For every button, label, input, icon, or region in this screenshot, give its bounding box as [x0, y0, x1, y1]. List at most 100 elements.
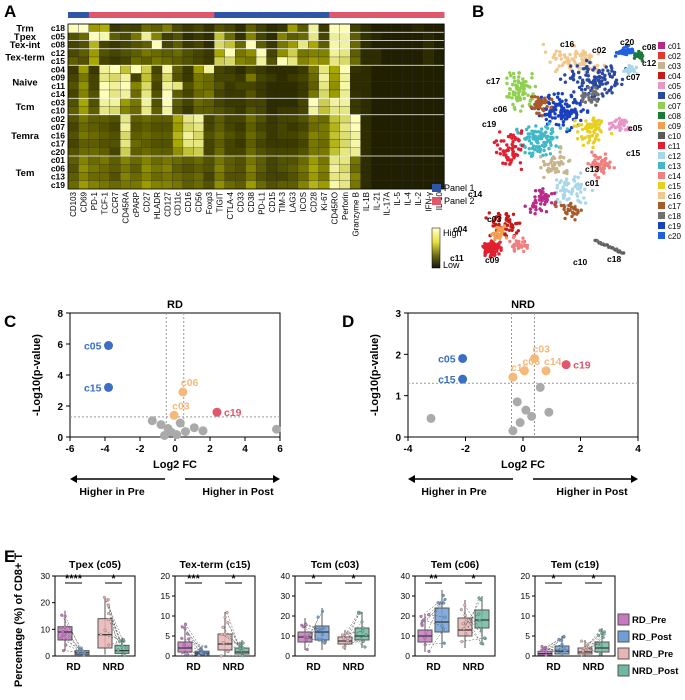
- paired-line: [184, 628, 201, 650]
- heatmap-cell: [381, 81, 393, 91]
- panel-bar-segment: [433, 12, 445, 18]
- paired-point: [321, 632, 325, 636]
- tsne-point: [561, 120, 566, 124]
- heatmap-cell: [391, 180, 403, 190]
- heatmap-cell: [381, 40, 393, 49]
- paired-point: [560, 638, 564, 642]
- tsne-point: [498, 240, 502, 244]
- tsne-point: [591, 118, 595, 123]
- tsne-point: [600, 168, 604, 172]
- heatmap-cell: [381, 139, 393, 148]
- paired-point: [560, 651, 564, 656]
- tsne-point: [490, 232, 494, 236]
- tsne-point: [575, 124, 579, 128]
- heatmap-cell: [412, 40, 424, 49]
- heatmap-cell: [318, 98, 330, 107]
- tsne-point: [529, 154, 534, 159]
- paired-point: [223, 632, 227, 636]
- heatmap-cell: [318, 139, 330, 148]
- tsne-point: [580, 127, 585, 131]
- heatmap-cell: [423, 131, 434, 140]
- heatmap-cell: [120, 131, 131, 140]
- tsne-point: [537, 103, 542, 107]
- heatmap-cell: [245, 23, 257, 33]
- tsne-point: [604, 156, 608, 161]
- tsne-point: [565, 169, 569, 173]
- paired-point: [357, 611, 361, 615]
- tsne-point: [575, 113, 579, 117]
- tsne-point: [575, 51, 579, 55]
- heatmap-cell: [381, 172, 393, 181]
- volcano-title: NRD: [511, 299, 535, 311]
- tsne-point: [531, 151, 535, 155]
- heatmap-cell: [266, 65, 278, 74]
- tsne-point: [555, 183, 559, 188]
- tsne-point: [610, 75, 614, 79]
- tsne-point: [498, 130, 502, 134]
- tsne-point: [495, 143, 500, 147]
- heatmap-cell: [88, 48, 100, 58]
- heatmap-cell: [360, 164, 372, 173]
- heatmap-cell: [360, 89, 372, 99]
- heatmap-cell: [235, 73, 246, 82]
- heatmap-cell: [329, 131, 340, 140]
- heatmap-cell: [381, 147, 393, 157]
- heatmap-cell: [172, 32, 184, 41]
- heatmap-cell: [151, 89, 163, 99]
- heatmap-cell: [203, 114, 215, 124]
- paired-line: [587, 635, 599, 646]
- heatmap-cell: [308, 23, 319, 33]
- tsne-point: [563, 55, 567, 60]
- heatmap-cell: [78, 180, 90, 190]
- significance-stars: *: [311, 573, 316, 585]
- heatmap-cell: [141, 48, 152, 58]
- heatmap-cell: [141, 164, 152, 173]
- y-tick-label: 30: [281, 591, 291, 601]
- heatmap-cell: [109, 48, 121, 58]
- heatmap-cell: [350, 106, 361, 115]
- panel-bar-segment: [287, 12, 299, 18]
- arrow-left-head: [70, 475, 77, 483]
- volcano-point: [521, 405, 531, 415]
- heatmap-cell: [130, 164, 142, 173]
- heatmap-cell: [172, 147, 184, 157]
- tsne-point: [554, 204, 558, 209]
- tsne-point: [552, 53, 556, 57]
- heatmap-cell: [308, 122, 319, 132]
- group-label-rd: RD: [66, 662, 80, 673]
- tsne-point: [587, 98, 591, 102]
- tsne-point: [542, 140, 546, 145]
- tsne-legend-swatch: [658, 232, 665, 239]
- heatmap-cell: [235, 56, 246, 66]
- volcano-point-label: c19: [573, 360, 591, 372]
- heatmap-cell: [245, 73, 257, 82]
- heatmap-cell: [433, 56, 445, 66]
- heatmap-cell: [99, 89, 110, 99]
- heatmap-column-label: IL-1B: [362, 192, 371, 211]
- heatmap-cell: [214, 65, 225, 74]
- tsne-point: [532, 106, 537, 111]
- tsne-point: [501, 226, 505, 230]
- tsne-point: [573, 62, 578, 66]
- tsne-point: [511, 144, 515, 148]
- heatmap-cell: [161, 122, 173, 132]
- heatmap-cell: [224, 81, 236, 91]
- tsne-point: [576, 182, 580, 186]
- heatmap-cell: [245, 180, 257, 190]
- arrow-right-head: [273, 475, 280, 483]
- heatmap-cell: [308, 131, 319, 140]
- tsne-point: [596, 92, 600, 97]
- heatmap-cell: [276, 122, 288, 132]
- tsne-point: [541, 42, 546, 47]
- heatmap-cell: [109, 139, 121, 148]
- paired-point: [460, 640, 464, 644]
- volcano-point: [181, 427, 190, 437]
- heatmap-cell: [308, 65, 319, 74]
- heatmap-cell: [151, 155, 163, 165]
- heatmap-cell: [287, 155, 299, 165]
- tsne-point: [504, 236, 509, 240]
- tsne-point: [559, 161, 563, 165]
- heatmap-cell: [161, 89, 173, 99]
- heatmap-cell: [99, 155, 110, 165]
- paired-point: [422, 618, 426, 622]
